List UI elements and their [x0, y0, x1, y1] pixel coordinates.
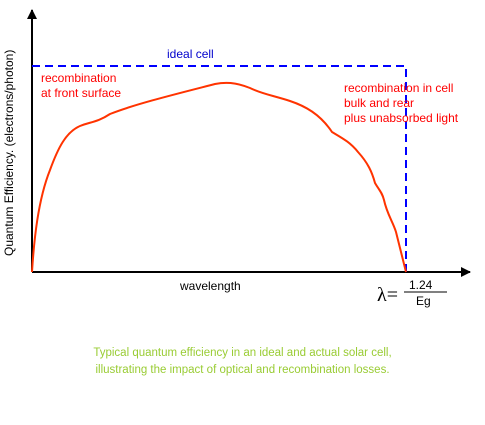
y-axis-label: Quantum Efficiency. (electrons/photon)	[2, 50, 16, 256]
ideal-cell-line	[32, 65, 407, 272]
bulk-loss-label: recombination in cell bulk and rear plus…	[344, 81, 459, 125]
cutoff-lambda: λ=	[377, 284, 398, 306]
ideal-cell-label: ideal cell	[167, 47, 214, 61]
x-axis-label: wavelength	[179, 279, 241, 293]
caption-line-2: illustrating the impact of optical and r…	[95, 364, 390, 376]
figure-caption: Typical quantum efficiency in an ideal a…	[0, 345, 485, 379]
cutoff-numerator: 1.24	[409, 278, 433, 292]
actual-cell-curve	[31, 81, 407, 273]
bulk-loss-line-3: plus unabsorbed light	[344, 111, 459, 125]
caption-line-1: Typical quantum efficiency in an ideal a…	[93, 347, 392, 359]
front-loss-line-1: recombination	[41, 71, 116, 85]
quantum-efficiency-diagram: Quantum Efficiency. (electrons/photon) w…	[2, 9, 471, 308]
front-loss-line-2: at front surface	[41, 86, 121, 100]
cutoff-denominator: Eg	[416, 294, 431, 308]
bulk-loss-line-1: recombination in cell	[344, 81, 453, 95]
front-loss-label: recombination at front surface	[41, 71, 121, 100]
bulk-loss-line-2: bulk and rear	[344, 96, 414, 110]
